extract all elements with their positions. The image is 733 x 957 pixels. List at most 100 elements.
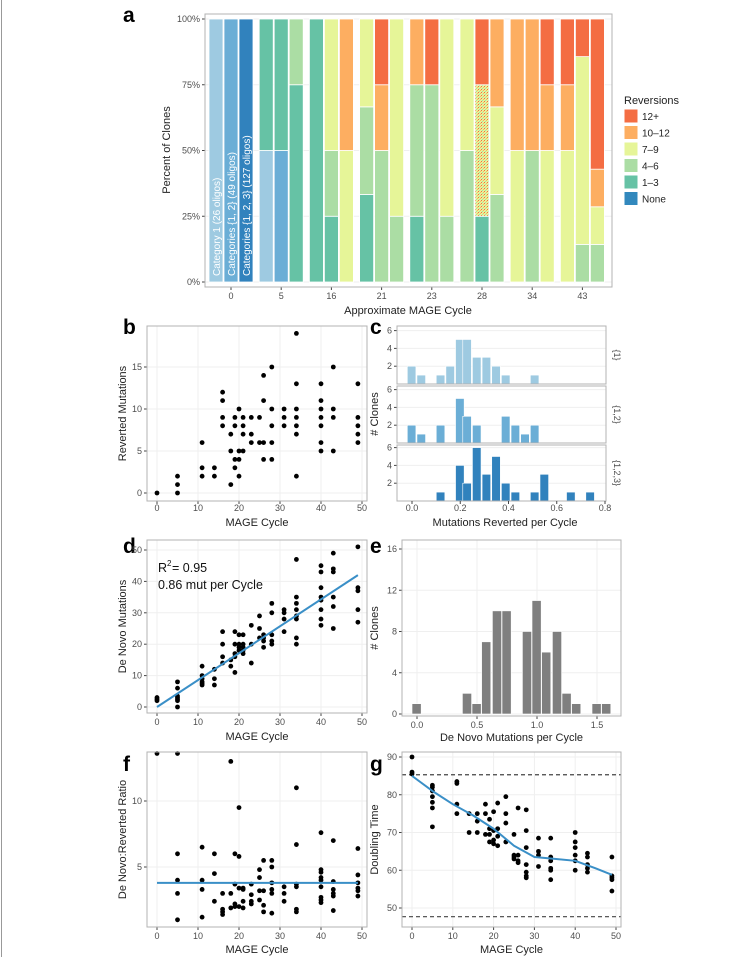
data-point [248,431,254,437]
bar-segment [238,18,254,283]
data-point [355,607,361,613]
histogram-bar [530,424,540,444]
data-point [503,820,509,826]
y-tick-label: 2 [387,478,392,488]
bar-segment [575,243,590,283]
data-point [491,809,496,815]
data-point [261,457,266,462]
y-axis-label: # Clones [369,392,381,436]
data-point [269,910,275,916]
data-point [228,891,234,896]
histogram-bar [492,610,502,715]
data-point [294,641,299,647]
legend-swatch [623,158,639,173]
panel-label-b: b [123,316,136,339]
x-tick-label: 0.2 [454,503,467,513]
data-point [269,864,275,870]
data-point [330,908,336,913]
x-tick-label: 40 [316,717,326,727]
data-point [330,550,336,556]
x-tick-label: 0 [154,931,159,941]
y-tick-label: 30 [132,608,142,618]
panel-e: 0 4 8 12 16 0.0 0.5 1.0 1.5 [387,539,622,730]
panel-d-frame [146,539,368,714]
data-point [220,398,226,403]
data-point [511,856,517,862]
panel-e-frame [401,539,622,717]
data-point [281,415,287,420]
x-axis-label: De Novo Mutations per Cycle [440,732,583,744]
data-point [232,670,238,675]
data-point [536,864,541,869]
data-point [294,431,299,437]
facet-strip-label: {1} [612,349,622,360]
data-point [269,600,275,606]
r2-value: = 0.95 [172,561,207,575]
data-point [330,626,336,631]
data-point [257,440,262,445]
data-point [236,473,242,479]
data-point [536,848,541,854]
data-point [154,490,160,496]
bar-segment [439,18,455,217]
data-point [318,616,324,622]
y-tick-label: 5 [137,446,142,456]
y-tick-label: 15 [132,362,142,372]
panel-d: 0 10 20 30 40 50 0 10 20 30 40 50 R 2 = 0.95 0.86 mut … [132,539,368,727]
y-tick-label: 0 [137,488,142,498]
x-tick-label: 10 [448,931,458,941]
data-point [232,641,238,647]
panel-g: 50 60 70 80 90 0 10 20 30 40 50 [387,751,622,941]
data-point [257,626,262,631]
data-point [248,660,254,666]
data-point [294,331,299,336]
y-tick-label: 70 [387,828,397,838]
bar-segment [359,194,375,283]
x-tick-label: 50 [357,503,367,513]
y-tick-label: 0 [392,709,397,719]
legend-swatch [623,125,639,140]
data-point [257,875,262,880]
bar-segment [590,168,605,208]
data-point [572,852,578,858]
bar-segment [258,18,274,151]
bar-segment [539,150,555,283]
data-point [199,473,205,479]
legend-swatch [623,141,639,157]
data-point [154,695,160,700]
x-axis-label: MAGE Cycle [226,731,289,743]
bar-segment [208,18,224,283]
data-point [318,440,324,445]
histogram-bar [406,424,417,444]
data-point [523,869,529,875]
data-point [281,616,287,622]
x-axis-label: Approximate MAGE Cycle [344,305,472,317]
bar-segment [409,18,425,86]
data-point [495,843,501,849]
bar-segment [459,18,475,151]
data-point [175,704,180,710]
data-point [318,869,324,875]
data-point [232,423,238,429]
data-point [240,415,246,420]
histogram-bar [462,339,472,385]
data-point [175,917,180,923]
legend-label: 7–9 [642,145,659,156]
data-point [318,900,324,906]
facet: 2 4 6 {1,2,3} [387,443,623,502]
panel-c: 2 4 6 {1} 2 4 6 {1,2} 2 4 6 {1,2,3} 0.0 0.2 0.4 0.6 0.8 [387,325,623,513]
histogram-bar [435,491,446,502]
histogram-bar [539,473,549,502]
bar-segment [323,18,339,151]
x-tick-label: 10 [193,931,203,941]
bar-segment [288,84,304,283]
data-point [220,629,226,635]
bar-label: Categories {1, 2} (49 oligos) [227,152,238,276]
data-point [523,875,529,881]
data-point [248,622,254,628]
data-point [454,811,460,817]
bar-segment [374,18,390,86]
panel-border [396,385,607,444]
data-point [318,448,324,454]
